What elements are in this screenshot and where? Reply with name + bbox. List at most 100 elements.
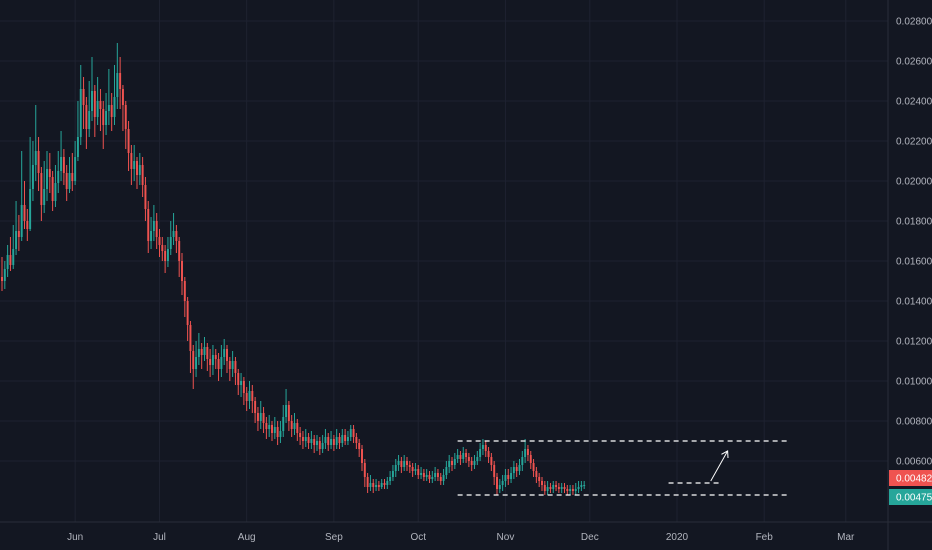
candle [147,201,150,253]
x-tick-label: Mar [837,532,855,543]
candle [338,433,341,449]
candle [96,77,99,125]
candle [37,137,40,191]
candle [259,401,262,429]
candle [501,475,504,491]
candle [285,389,288,423]
candle [470,457,473,471]
candle [344,429,347,445]
candle [361,445,363,471]
candle [453,453,456,469]
candle [341,429,344,447]
candle [34,105,37,181]
y-axis[interactable]: 0.00600 0.00800 0.01000 0.01200 0.01400 0.016… [896,17,932,468]
candle [411,463,414,477]
candle [313,435,316,453]
candle [330,431,333,449]
candle [445,461,448,479]
candle [57,151,60,193]
candle [133,145,136,181]
candle [234,357,237,385]
candles-layer [1,43,586,495]
candle [301,431,304,449]
candle [121,85,124,131]
candle [546,481,549,495]
candle [251,385,254,413]
candle [481,439,484,455]
candle [93,85,96,137]
candle [181,253,183,295]
candle [62,149,65,185]
candle [237,369,240,395]
x-tick-label: Feb [756,532,774,543]
candle [254,397,257,423]
candle [231,351,234,377]
y-tick-label: 0.00600 [896,457,932,468]
x-axis[interactable]: Jun Jul Aug Sep Oct Nov Dec 2020 Feb Mar [67,532,855,543]
candle [543,481,546,495]
candle [192,345,195,389]
candle [82,77,85,129]
y-tick-label: 0.00800 [896,417,932,428]
candle [68,157,71,193]
candle [507,469,510,485]
candle [318,437,321,455]
candle [479,443,482,461]
candle [1,257,3,291]
candle [206,343,209,371]
x-tick-label: Aug [238,532,256,543]
y-tick-label: 0.02800 [896,17,932,28]
price-tag-label: 0.00482 [896,474,932,485]
candle [240,373,243,397]
candle [541,477,543,491]
candle [490,453,493,471]
candle [391,465,394,481]
candle [29,137,32,231]
candle [141,157,144,197]
candle [403,455,406,471]
candle [436,469,439,481]
candle [178,237,181,277]
candle [265,417,268,439]
candle [242,377,245,405]
candle [380,479,383,489]
arrow-annotation[interactable] [710,450,729,482]
candle [91,57,93,121]
candle [358,439,361,457]
candle [526,445,529,461]
candle [203,337,206,361]
candle [76,101,79,161]
candle [60,131,63,181]
candle [552,481,555,493]
candle [574,483,577,495]
candle [296,419,299,441]
candle [46,151,48,201]
candle [316,435,318,451]
candle [119,57,122,109]
x-tick-label: Jun [67,532,83,543]
candle [9,237,12,271]
candle [518,459,521,475]
x-tick-label: Jul [153,532,166,543]
x-tick-label: Oct [410,532,426,543]
y-tick-label: 0.01400 [896,297,932,308]
y-tick-label: 0.02000 [896,177,932,188]
annotations-layer [457,440,790,496]
candle [422,469,425,481]
candle [459,451,462,465]
candle [560,483,563,493]
candle [31,141,34,201]
candle [217,353,220,381]
y-tick-label: 0.02600 [896,57,932,68]
candle [299,427,302,445]
candle [279,421,282,443]
candle [414,463,417,475]
candle [375,479,378,491]
candle [400,457,403,473]
y-tick-label: 0.01800 [896,217,932,228]
candle [223,339,226,365]
candle [23,181,26,229]
candle [20,151,23,241]
candle [17,215,20,251]
